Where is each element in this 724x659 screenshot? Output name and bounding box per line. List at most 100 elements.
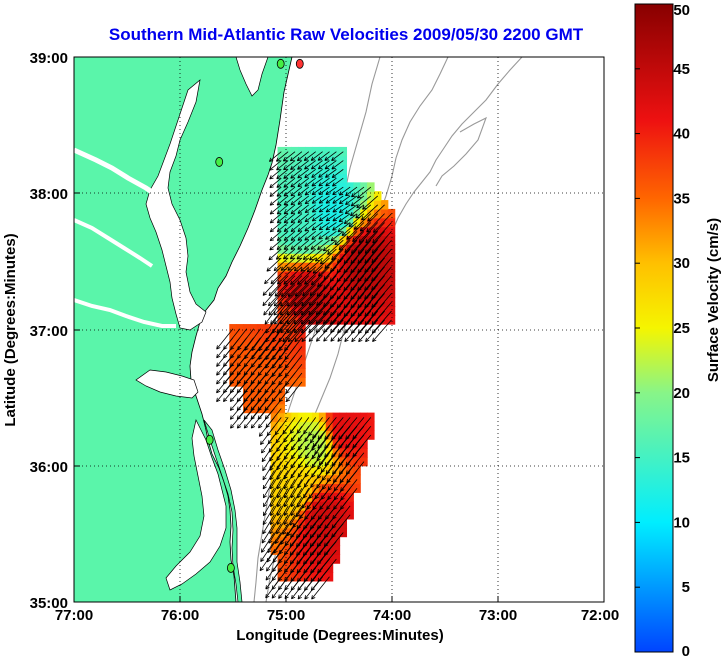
- velocity-arrow: [269, 213, 282, 224]
- velocity-arrow: [318, 169, 330, 178]
- velocity-cell: [284, 501, 292, 511]
- velocity-arrow: [290, 470, 303, 489]
- velocity-arrow: [346, 461, 365, 484]
- velocity-arrow: [297, 479, 310, 499]
- velocity-arrow: [283, 169, 296, 179]
- velocity-arrow: [280, 523, 296, 545]
- velocity-arrow: [304, 160, 316, 170]
- velocity-arrow: [276, 213, 289, 224]
- velocity-arrow: [276, 177, 289, 188]
- velocity-arrow: [269, 443, 282, 462]
- velocity-arrow: [357, 293, 379, 318]
- velocity-arrow: [290, 266, 310, 285]
- velocity-arrow: [276, 231, 289, 241]
- velocity-arrow: [265, 408, 282, 428]
- station-marker: [205, 434, 214, 445]
- velocity-arrow: [276, 160, 289, 171]
- velocity-arrow: [318, 177, 330, 187]
- velocity-cell: [339, 173, 348, 183]
- bathymetry-contour: [391, 57, 523, 233]
- velocity-arrow: [324, 417, 344, 440]
- velocity-arrow: [300, 257, 316, 272]
- velocity-cell: [325, 279, 334, 290]
- velocity-cell: [367, 217, 375, 228]
- velocity-cell: [325, 412, 334, 423]
- velocity-arrow: [290, 222, 303, 233]
- velocity-arrow: [300, 301, 323, 325]
- velocity-arrow: [264, 399, 282, 420]
- velocity-arrow: [269, 461, 282, 481]
- velocity-arrow: [344, 231, 365, 253]
- outer-banks: [203, 419, 243, 602]
- velocity-arrow: [272, 319, 289, 343]
- velocity-arrow: [276, 222, 289, 233]
- velocity-cell: [243, 324, 251, 334]
- velocity-cell: [243, 368, 251, 378]
- velocity-cell: [332, 279, 341, 290]
- velocity-arrow: [260, 541, 275, 563]
- velocity-arrow: [325, 222, 337, 231]
- velocity-arrow: [296, 248, 310, 260]
- velocity-arrow: [283, 532, 303, 556]
- velocity-cell: [360, 412, 368, 423]
- velocity-arrow: [261, 443, 275, 463]
- velocity-arrow: [364, 301, 385, 326]
- velocity-arrow: [334, 231, 351, 246]
- velocity-arrow: [312, 417, 330, 439]
- velocity-arrow: [311, 169, 323, 178]
- velocity-arrow: [317, 151, 330, 161]
- velocity-arrow: [312, 425, 330, 448]
- velocity-arrow: [357, 239, 379, 264]
- velocity-arrow: [269, 452, 282, 471]
- velocity-arrow: [277, 487, 289, 508]
- velocity-arrow: [364, 257, 385, 282]
- velocity-arrow: [338, 204, 351, 213]
- velocity-arrow: [314, 248, 330, 262]
- velocity-arrow: [331, 239, 351, 261]
- velocity-cell: [360, 217, 368, 228]
- velocity-arrow: [260, 532, 275, 553]
- velocity-arrow: [290, 177, 303, 188]
- velocity-arrow: [279, 293, 303, 316]
- velocity-arrow: [323, 310, 344, 333]
- land-mass: [74, 57, 293, 602]
- velocity-cell: [284, 456, 292, 467]
- y-tick-label: 37:00: [30, 323, 68, 340]
- velocity-arrow: [262, 275, 282, 296]
- velocity-arrow: [350, 301, 372, 326]
- velocity-cell: [305, 412, 313, 423]
- velocity-arrow: [331, 417, 351, 440]
- velocity-arrow: [223, 328, 241, 350]
- velocity-arrow: [274, 275, 296, 297]
- velocity-arrow: [304, 461, 317, 478]
- velocity-arrow: [366, 213, 385, 233]
- velocity-arrow: [304, 204, 316, 214]
- velocity-cell: [339, 217, 348, 228]
- hf-radar-stations: [205, 58, 304, 573]
- colorbar-tick-label: 25: [673, 320, 690, 337]
- velocity-arrow: [325, 177, 337, 187]
- pamlico-sound: [165, 418, 227, 591]
- velocity-arrow: [270, 479, 282, 499]
- velocity-arrow: [338, 213, 351, 223]
- velocity-arrow: [330, 310, 351, 334]
- velocity-arrow: [341, 222, 358, 236]
- velocity-arrow: [311, 222, 323, 231]
- velocity-arrow: [297, 266, 316, 285]
- velocity-arrow: [357, 284, 379, 309]
- velocity-arrow: [338, 417, 358, 440]
- axis-tick-marks: [74, 192, 499, 602]
- velocity-cell: [339, 279, 348, 290]
- velocity-cell: [353, 412, 361, 423]
- velocity-cell: [236, 324, 244, 334]
- velocity-arrow: [323, 532, 344, 556]
- velocity-arrow: [276, 266, 296, 285]
- velocity-arrow: [371, 239, 392, 264]
- velocity-cell: [256, 324, 265, 334]
- velocity-arrow: [325, 204, 337, 213]
- york-james-river: [74, 298, 176, 328]
- velocity-arrow: [318, 195, 330, 204]
- velocity-arrow: [262, 514, 275, 535]
- velocity-arrow: [265, 346, 282, 369]
- velocity-cell: [236, 368, 244, 378]
